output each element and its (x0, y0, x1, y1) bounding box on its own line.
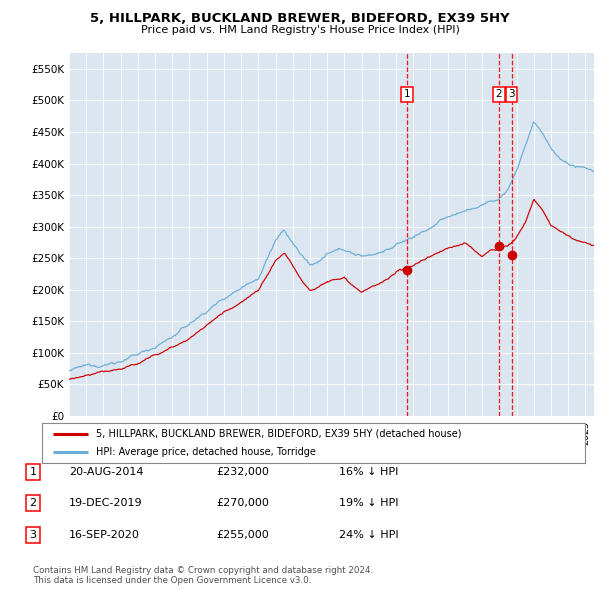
Text: 19-DEC-2019: 19-DEC-2019 (69, 499, 143, 508)
Text: 16% ↓ HPI: 16% ↓ HPI (339, 467, 398, 477)
Text: 1: 1 (404, 89, 410, 99)
Text: 2: 2 (496, 89, 502, 99)
Text: £270,000: £270,000 (216, 499, 269, 508)
Text: Price paid vs. HM Land Registry's House Price Index (HPI): Price paid vs. HM Land Registry's House … (140, 25, 460, 35)
Text: £232,000: £232,000 (216, 467, 269, 477)
Text: £255,000: £255,000 (216, 530, 269, 540)
Text: 5, HILLPARK, BUCKLAND BREWER, BIDEFORD, EX39 5HY: 5, HILLPARK, BUCKLAND BREWER, BIDEFORD, … (90, 12, 510, 25)
Text: 2: 2 (29, 499, 37, 508)
Text: HPI: Average price, detached house, Torridge: HPI: Average price, detached house, Torr… (97, 447, 316, 457)
Text: Contains HM Land Registry data © Crown copyright and database right 2024.
This d: Contains HM Land Registry data © Crown c… (33, 566, 373, 585)
Text: 3: 3 (508, 89, 515, 99)
Text: 16-SEP-2020: 16-SEP-2020 (69, 530, 140, 540)
Text: 5, HILLPARK, BUCKLAND BREWER, BIDEFORD, EX39 5HY (detached house): 5, HILLPARK, BUCKLAND BREWER, BIDEFORD, … (97, 429, 462, 439)
Text: 24% ↓ HPI: 24% ↓ HPI (339, 530, 398, 540)
Text: 19% ↓ HPI: 19% ↓ HPI (339, 499, 398, 508)
Text: 3: 3 (29, 530, 37, 540)
Text: 1: 1 (29, 467, 37, 477)
Text: 20-AUG-2014: 20-AUG-2014 (69, 467, 143, 477)
